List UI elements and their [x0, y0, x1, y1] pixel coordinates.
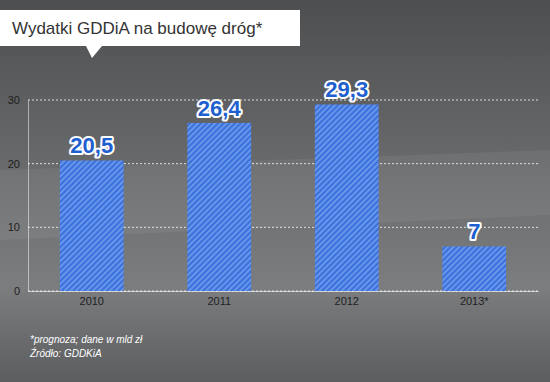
- data-label: 20,5: [70, 133, 113, 158]
- y-tick-label: 0: [14, 285, 20, 297]
- data-label: 7: [468, 219, 480, 244]
- source: Źródło: GDDKiA: [29, 347, 102, 359]
- y-tick: 0: [14, 285, 28, 297]
- y-tick-label: 30: [8, 94, 20, 106]
- bar: [187, 123, 251, 291]
- bar: [315, 104, 379, 291]
- x-tick-label: 2012: [335, 295, 359, 307]
- title: Wydatki GDDiA na budowę dróg*: [12, 19, 263, 38]
- y-tick: 10: [8, 221, 28, 233]
- y-axis-line: [28, 101, 29, 292]
- x-tick: 2011: [207, 291, 231, 307]
- x-axis: 2010 2011 2012 2013*: [29, 291, 539, 307]
- x-tick: 2013*: [460, 291, 489, 307]
- bar: [442, 246, 506, 291]
- data-labels: 20,5 26,4 29,3 7: [70, 77, 480, 244]
- y-tick: 20: [8, 158, 28, 170]
- y-tick: 30: [8, 94, 28, 106]
- bar: [60, 160, 124, 291]
- background: [0, 0, 550, 382]
- x-tick-label: 2010: [80, 295, 104, 307]
- x-tick: 2010: [80, 291, 104, 307]
- x-tick: 2012: [335, 291, 359, 307]
- data-label: 26,4: [198, 96, 242, 121]
- x-tick-label: 2013*: [460, 295, 489, 307]
- y-tick-label: 10: [8, 221, 20, 233]
- y-axis: 0 10 20 30: [8, 94, 29, 297]
- bars: [60, 104, 506, 291]
- footnote: *prognoza; dane w mld zł: [30, 334, 143, 345]
- data-label: 29,3: [325, 77, 368, 102]
- grid: [28, 100, 538, 291]
- x-axis-line: [29, 291, 539, 292]
- y-tick-label: 20: [8, 158, 20, 170]
- chart: Wydatki GDDiA na budowę dróg* 0 10 20 30 2010…: [0, 0, 550, 382]
- plot: 0 10 20 30 2010 2011 2012 2013* 20,5 26,4 29,3 7: [8, 77, 539, 306]
- title-box: [0, 10, 300, 58]
- grid-line: [28, 100, 538, 101]
- x-tick-label: 2011: [207, 295, 231, 307]
